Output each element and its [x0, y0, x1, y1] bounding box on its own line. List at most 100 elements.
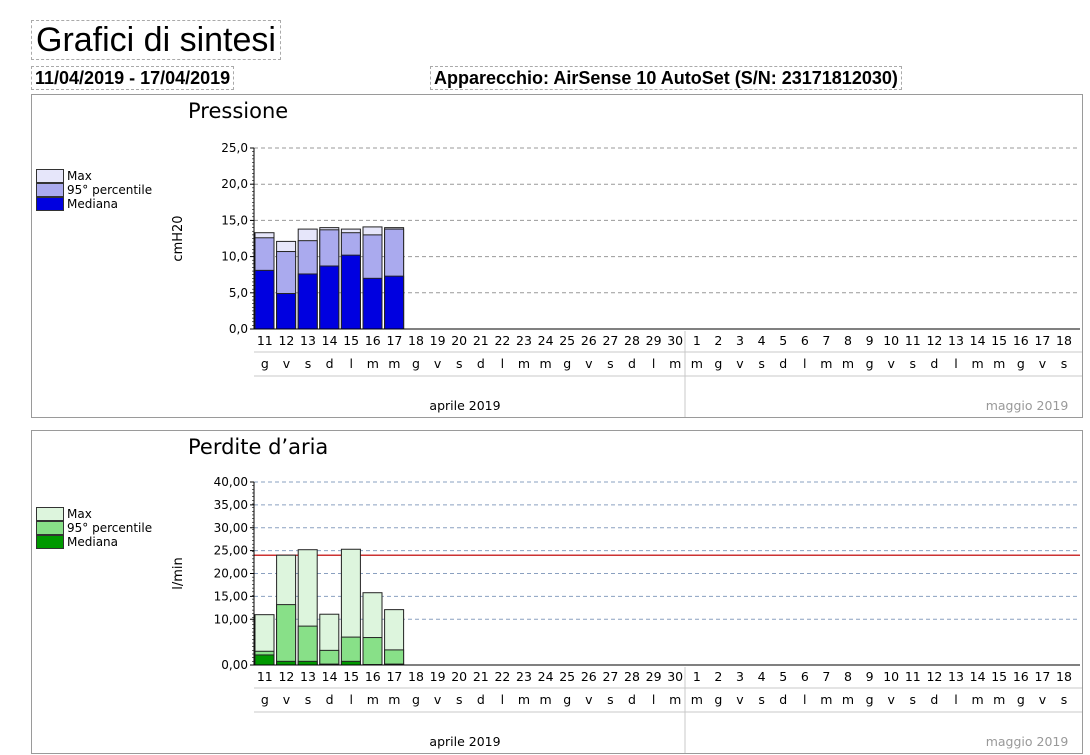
x-tick-label: 20: [451, 669, 467, 684]
x-tick-label: 18: [408, 333, 424, 348]
month-label: aprile 2019: [429, 734, 500, 749]
weekday-label: s: [607, 356, 614, 371]
x-tick-label: 3: [736, 333, 744, 348]
x-tick-label: 15: [343, 669, 359, 684]
weekday-label: l: [954, 692, 957, 707]
y-tick-label: 15,0: [221, 213, 248, 227]
weekday-label: g: [261, 356, 269, 371]
bar-p95: [297, 625, 318, 666]
weekday-label: g: [1017, 692, 1025, 707]
x-tick-label: 11: [257, 333, 273, 348]
weekday-label: m: [518, 692, 530, 707]
month-label: maggio 2019: [986, 398, 1069, 413]
x-tick-label: 14: [322, 333, 338, 348]
x-tick-label: 19: [430, 669, 446, 684]
weekday-label: g: [866, 356, 874, 371]
x-tick-label: 27: [602, 333, 618, 348]
bar-median: [384, 275, 405, 330]
legend-label: Max: [67, 169, 92, 183]
weekday-label: v: [887, 692, 895, 707]
weekday-label: d: [477, 356, 485, 371]
x-tick-label: 1: [693, 333, 701, 348]
x-tick-label: 16: [1013, 333, 1029, 348]
weekday-label: l: [349, 692, 352, 707]
x-tick-label: 14: [970, 333, 986, 348]
x-tick-label: 15: [343, 333, 359, 348]
x-tick-label: 12: [926, 333, 942, 348]
weekday-label: m: [388, 356, 400, 371]
x-tick-label: 13: [948, 333, 964, 348]
y-tick-label: 0,0: [229, 322, 248, 336]
month-label: maggio 2019: [986, 734, 1069, 749]
x-tick-label: 8: [844, 669, 852, 684]
weekday-label: l: [349, 356, 352, 371]
x-tick-label: 5: [779, 669, 787, 684]
legend-swatch: [36, 197, 64, 211]
weekday-label: v: [434, 356, 442, 371]
x-tick-label: 30: [667, 669, 683, 684]
bar-median: [319, 265, 340, 330]
legend-item-max: Max: [36, 507, 152, 521]
weekday-label: g: [866, 692, 874, 707]
x-tick-label: 12: [278, 669, 294, 684]
x-tick-label: 4: [758, 669, 766, 684]
x-tick-label: 18: [1056, 333, 1072, 348]
legend-label: Mediana: [67, 535, 118, 549]
x-tick-label: 14: [322, 669, 338, 684]
x-tick-label: 16: [1013, 669, 1029, 684]
x-tick-label: 3: [736, 669, 744, 684]
weekday-label: v: [736, 356, 744, 371]
y-tick-label: 20,00: [214, 567, 248, 581]
bar-p95: [384, 649, 405, 666]
weekday-label: l: [501, 356, 504, 371]
legend-item-p95: 95° percentile: [36, 183, 152, 197]
legend-item-median: Mediana: [36, 535, 152, 549]
x-tick-label: 18: [408, 669, 424, 684]
y-tick-label: 0,00: [221, 658, 248, 672]
x-tick-label: 13: [300, 669, 316, 684]
weekday-label: s: [305, 692, 312, 707]
legend-item-p95: 95° percentile: [36, 521, 152, 535]
x-tick-label: 17: [386, 669, 402, 684]
weekday-label: g: [261, 692, 269, 707]
legend-label: 95° percentile: [67, 183, 153, 197]
pressure-chart-panel: Pressione Max 95° percentile Mediana 0,0…: [31, 94, 1083, 418]
x-tick-label: 10: [883, 669, 899, 684]
legend-item-max: Max: [36, 169, 152, 183]
x-tick-label: 15: [991, 333, 1007, 348]
x-tick-label: 4: [758, 333, 766, 348]
y-tick-label: 35,00: [214, 498, 248, 512]
legend-label: Mediana: [67, 197, 118, 211]
bar-median: [254, 269, 275, 330]
weekday-label: v: [1039, 692, 1047, 707]
x-tick-label: 29: [646, 669, 662, 684]
legend-swatch: [36, 521, 64, 535]
weekday-label: s: [758, 692, 765, 707]
x-tick-label: 12: [926, 669, 942, 684]
pressure-chart-svg: 0,05,010,015,020,025,0cmH2011g12v13s14d1…: [171, 141, 1082, 417]
weekday-label: s: [1061, 692, 1068, 707]
x-tick-label: 16: [365, 333, 381, 348]
weekday-label: v: [1039, 356, 1047, 371]
y-axis-label: cmH20: [171, 215, 186, 261]
weekday-label: m: [669, 692, 681, 707]
x-tick-label: 7: [822, 333, 830, 348]
weekday-label: l: [652, 356, 655, 371]
weekday-label: m: [972, 692, 984, 707]
x-tick-label: 1: [693, 669, 701, 684]
y-tick-label: 40,00: [214, 475, 248, 489]
bar-median: [340, 660, 361, 666]
x-tick-label: 19: [430, 333, 446, 348]
weekday-label: m: [388, 692, 400, 707]
x-tick-label: 28: [624, 333, 640, 348]
weekday-label: v: [283, 356, 291, 371]
weekday-label: s: [456, 692, 463, 707]
y-axis-label: l/min: [171, 557, 186, 590]
bar-p95: [340, 636, 361, 666]
y-tick-label: 5,0: [229, 286, 248, 300]
weekday-label: v: [434, 692, 442, 707]
weekday-label: m: [993, 692, 1005, 707]
x-tick-label: 24: [538, 669, 554, 684]
weekday-label: v: [736, 692, 744, 707]
weekday-label: s: [1061, 356, 1068, 371]
